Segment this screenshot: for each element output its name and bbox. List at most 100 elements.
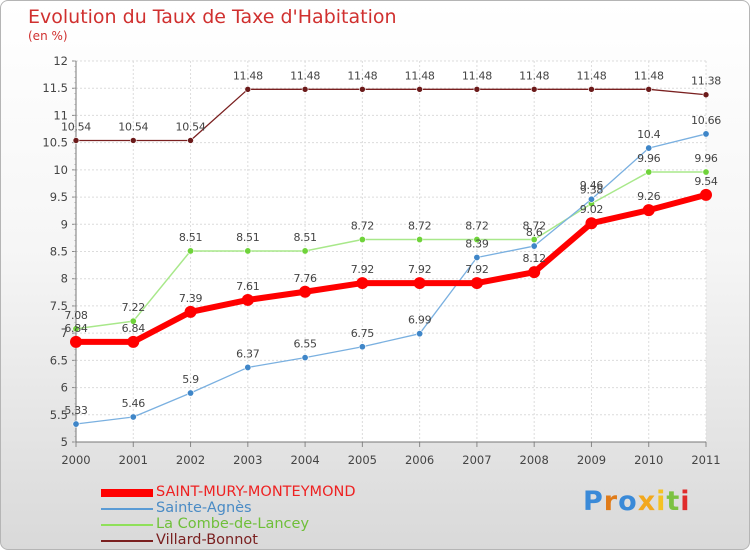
data-label: 8.12 [523, 252, 546, 265]
data-label: 8.51 [179, 231, 202, 244]
y-tick-label: 8 [61, 272, 68, 286]
series-line [76, 191, 707, 345]
data-label: 8.72 [351, 220, 374, 233]
data-point [299, 285, 312, 298]
data-label: 5.33 [64, 404, 88, 417]
data-point [530, 242, 538, 250]
data-point [359, 86, 366, 93]
x-tick-label: 2009 [577, 453, 606, 467]
data-point [129, 317, 137, 325]
data-point [72, 325, 80, 333]
data-label: 7.08 [64, 309, 88, 322]
data-point [587, 195, 595, 203]
grid [75, 60, 707, 443]
legend-swatch [101, 524, 153, 526]
data-label: 9.96 [637, 152, 661, 165]
x-tick-label: 2011 [691, 453, 720, 467]
x-tick-label: 2004 [290, 453, 319, 467]
legend-label: La Combe-de-Lancey [156, 516, 310, 532]
unit-label: (en %) [28, 29, 68, 43]
data-label: 10.4 [637, 128, 661, 141]
series-lines [70, 86, 712, 428]
data-point [358, 236, 366, 244]
x-tick-label: 2005 [348, 453, 377, 467]
data-point [528, 266, 541, 279]
y-tick-label: 11 [53, 108, 68, 122]
legend-swatch [101, 540, 153, 542]
y-tick-label: 9 [61, 217, 68, 231]
legend-swatch [101, 489, 153, 497]
chart-title: Evolution du Taux de Taxe d'Habitation [28, 6, 397, 28]
data-point [129, 413, 137, 421]
logo-letter: t [666, 486, 681, 517]
legend-label: SAINT-MURY-MONTEYMOND [156, 484, 356, 500]
data-label: 10.54 [61, 120, 91, 133]
y-tick-label: 8.5 [50, 245, 68, 259]
data-point [301, 354, 309, 362]
data-label: 5.46 [122, 397, 146, 410]
data-label: 5.9 [182, 373, 199, 386]
data-point [702, 91, 710, 99]
data-label: 7.92 [408, 263, 431, 276]
data-label: 7.39 [179, 292, 203, 305]
data-label: 6.55 [293, 338, 317, 351]
data-label: 11.38 [691, 75, 721, 88]
y-tick-label: 6.5 [50, 353, 68, 367]
data-point [473, 236, 481, 244]
legend: SAINT-MURY-MONTEYMOND Sainte-Agnès La Co… [101, 484, 421, 549]
data-point [645, 168, 653, 176]
data-label: 9.02 [580, 203, 603, 216]
x-tick-label: 2003 [233, 453, 262, 467]
legend-item-la-combe: La Combe-de-Lancey [101, 516, 421, 533]
line-chart: 5 5.5 6 6.5 7 7.5 8 8.5 9 9.5 10 10.5 11 11.5 12 2000 20… [42, 54, 722, 467]
y-tick-label: 5.5 [50, 408, 68, 422]
data-label: 10.54 [118, 120, 148, 133]
data-label: 8.72 [465, 220, 488, 233]
data-label: 11.48 [347, 69, 377, 82]
data-point [244, 363, 252, 371]
data-label: 8.72 [523, 220, 546, 233]
data-label: 8.39 [465, 237, 489, 250]
data-point [585, 217, 598, 230]
data-label: 8.51 [293, 231, 316, 244]
data-point [184, 305, 197, 318]
data-label: 6.75 [351, 327, 375, 340]
data-point [244, 86, 252, 93]
legend-label: Villard-Bonnot [156, 532, 258, 548]
y-tick-label: 6 [61, 381, 68, 395]
data-label: 7.92 [351, 263, 374, 276]
data-label: 11.48 [634, 69, 664, 82]
x-tick-label: 2010 [634, 453, 663, 467]
data-label: 9.26 [637, 190, 661, 203]
data-label: 11.48 [519, 69, 549, 82]
y-tick-label: 7.5 [50, 299, 68, 313]
logo-letter: i [680, 486, 691, 517]
y-tick-label: 12 [53, 54, 68, 68]
data-point [645, 144, 653, 152]
logo-letter: o [618, 486, 638, 517]
y-tick-label: 9.5 [50, 190, 68, 204]
data-labels: 10.54 10.54 10.54 11.48 11.48 11.48 11.48 11.48… [61, 69, 722, 417]
data-point [473, 86, 481, 93]
legend-item-sainte-agnes: Sainte-Agnès [101, 500, 421, 517]
data-point [241, 293, 254, 306]
data-point [416, 86, 423, 93]
x-tick-label: 2002 [176, 453, 205, 467]
logo-letter: x [637, 486, 657, 517]
legend-label: Sainte-Agnès [156, 500, 252, 516]
proxiti-logo: Proxiti [583, 486, 691, 517]
y-tick-label: 10 [53, 163, 68, 177]
data-label: 11.48 [462, 69, 492, 82]
data-point [588, 86, 595, 93]
series-line [75, 133, 707, 425]
legend-item-saint-mury: SAINT-MURY-MONTEYMOND [101, 484, 421, 501]
data-point [301, 247, 309, 255]
data-point [244, 247, 252, 255]
data-label: 7.22 [122, 301, 145, 314]
data-label: 7.92 [465, 263, 488, 276]
legend-item-villard-bonnot: Villard-Bonnot [101, 532, 421, 549]
data-label: 8.51 [236, 231, 259, 244]
data-label: 9.46 [580, 179, 604, 192]
data-label: 6.84 [122, 322, 146, 335]
